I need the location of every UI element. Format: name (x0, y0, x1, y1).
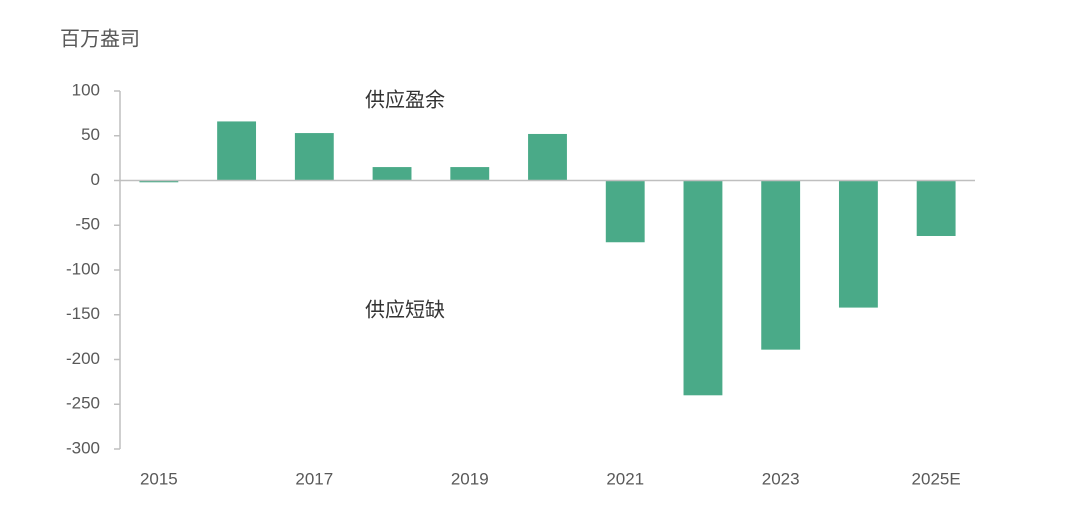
x-tick-label: 2021 (606, 469, 644, 488)
y-tick-label: -200 (66, 349, 100, 368)
x-tick-label: 2025E (912, 469, 961, 488)
bar (916, 180, 956, 236)
annotation: 供应短缺 (365, 298, 445, 321)
y-tick-label: -150 (66, 304, 100, 323)
y-tick-label: 100 (72, 80, 100, 99)
bar (450, 167, 490, 181)
bar (372, 167, 412, 181)
y-tick-label: -250 (66, 394, 100, 413)
annotation: 供应盈余 (365, 88, 445, 111)
y-tick-label: -100 (66, 259, 100, 278)
y-axis-title: 百万盎司 (60, 27, 140, 50)
x-tick-label: 2017 (295, 469, 333, 488)
x-tick-label: 2019 (451, 469, 489, 488)
bar (294, 133, 334, 181)
bar (139, 180, 179, 183)
bar (605, 180, 645, 243)
bar (761, 180, 801, 350)
y-tick-label: 0 (91, 170, 100, 189)
x-tick-label: 2015 (140, 469, 178, 488)
y-tick-label: -50 (75, 215, 100, 234)
bar (528, 133, 567, 181)
bar (683, 180, 723, 396)
x-tick-label: 2023 (762, 469, 800, 488)
y-tick-label: 50 (81, 125, 100, 144)
bar (217, 121, 257, 181)
y-tick-label: -300 (66, 438, 100, 457)
bar (838, 180, 878, 308)
